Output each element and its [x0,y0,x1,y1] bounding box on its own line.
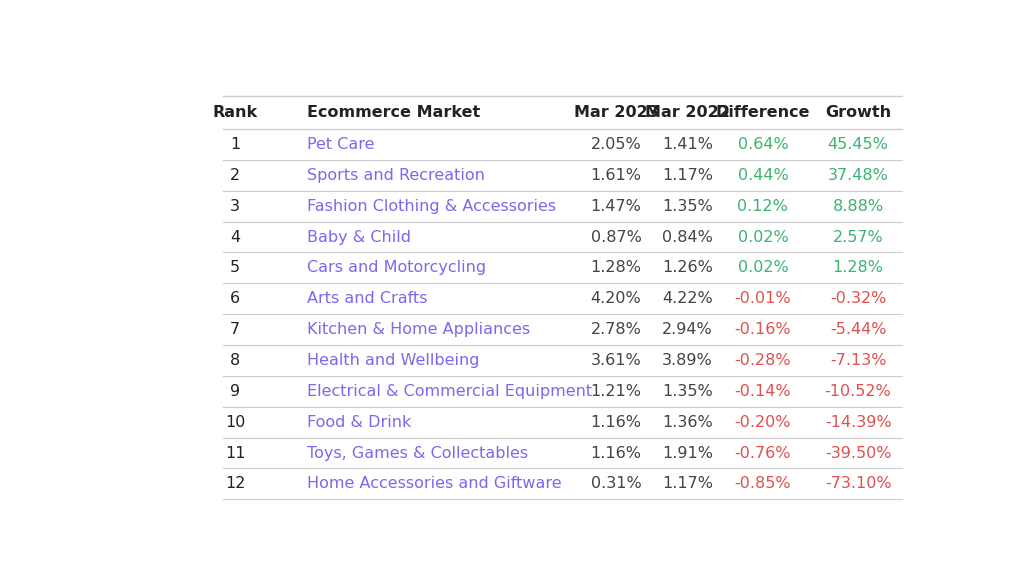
Text: Electrical & Commercial Equipment: Electrical & Commercial Equipment [306,384,592,399]
Text: 3.61%: 3.61% [591,353,641,368]
Text: 0.02%: 0.02% [737,260,788,275]
Text: 2.57%: 2.57% [833,229,884,244]
Text: -14.39%: -14.39% [824,415,892,430]
Text: 4.22%: 4.22% [663,291,713,306]
Text: -5.44%: -5.44% [829,322,887,337]
Text: 37.48%: 37.48% [827,168,889,183]
Text: Sports and Recreation: Sports and Recreation [306,168,484,183]
Text: 1.41%: 1.41% [662,137,713,152]
Text: 1.47%: 1.47% [591,199,641,214]
Text: 12: 12 [225,476,246,491]
Text: 2.94%: 2.94% [663,322,713,337]
Text: -7.13%: -7.13% [829,353,887,368]
Text: 6: 6 [230,291,241,306]
Text: -0.16%: -0.16% [734,322,792,337]
Text: Rank: Rank [213,105,258,120]
Text: -0.76%: -0.76% [734,446,792,461]
Text: Cars and Motorcycling: Cars and Motorcycling [306,260,485,275]
Text: -0.01%: -0.01% [734,291,792,306]
Text: 0.87%: 0.87% [591,229,641,244]
Text: 1.28%: 1.28% [833,260,884,275]
Text: 1.21%: 1.21% [591,384,642,399]
Text: 1: 1 [230,137,241,152]
Text: 0.12%: 0.12% [737,199,788,214]
Text: 2: 2 [230,168,241,183]
Text: 2.78%: 2.78% [591,322,641,337]
Text: 0.02%: 0.02% [737,229,788,244]
Text: -0.32%: -0.32% [829,291,887,306]
Text: 3.89%: 3.89% [663,353,713,368]
Text: Food & Drink: Food & Drink [306,415,411,430]
Text: 4: 4 [230,229,241,244]
Text: 1.35%: 1.35% [663,199,713,214]
Text: 1.17%: 1.17% [662,476,713,491]
Text: Ecommerce Market: Ecommerce Market [306,105,480,120]
Text: 1.16%: 1.16% [591,415,642,430]
Text: 9: 9 [230,384,241,399]
Text: 1.17%: 1.17% [662,168,713,183]
Text: 1.61%: 1.61% [591,168,642,183]
Text: 0.44%: 0.44% [737,168,788,183]
Text: 7: 7 [230,322,241,337]
Text: -0.28%: -0.28% [734,353,792,368]
Text: 1.28%: 1.28% [591,260,642,275]
Text: -73.10%: -73.10% [824,476,892,491]
Text: Toys, Games & Collectables: Toys, Games & Collectables [306,446,527,461]
Text: 1.36%: 1.36% [663,415,713,430]
Text: 1.26%: 1.26% [663,260,713,275]
Text: 0.84%: 0.84% [663,229,713,244]
Text: 0.31%: 0.31% [591,476,641,491]
Text: Arts and Crafts: Arts and Crafts [306,291,427,306]
Text: -0.14%: -0.14% [734,384,792,399]
Text: -0.20%: -0.20% [734,415,792,430]
Text: 8: 8 [230,353,241,368]
Text: Mar 2022: Mar 2022 [645,105,730,120]
Text: Baby & Child: Baby & Child [306,229,411,244]
Text: 1.16%: 1.16% [591,446,642,461]
Text: 0.64%: 0.64% [737,137,788,152]
Text: 1.35%: 1.35% [663,384,713,399]
Text: Difference: Difference [716,105,810,120]
Text: -0.85%: -0.85% [734,476,792,491]
Text: Pet Care: Pet Care [306,137,374,152]
Text: 4.20%: 4.20% [591,291,641,306]
Text: 5: 5 [230,260,241,275]
Text: 3: 3 [230,199,241,214]
Text: -39.50%: -39.50% [825,446,891,461]
Text: 10: 10 [225,415,246,430]
Text: Home Accessories and Giftware: Home Accessories and Giftware [306,476,561,491]
Text: -10.52%: -10.52% [824,384,892,399]
Text: 8.88%: 8.88% [833,199,884,214]
Text: 45.45%: 45.45% [827,137,889,152]
Text: 11: 11 [225,446,246,461]
Text: Growth: Growth [825,105,891,120]
Text: Kitchen & Home Appliances: Kitchen & Home Appliances [306,322,529,337]
Text: Mar 2023: Mar 2023 [573,105,658,120]
Text: Fashion Clothing & Accessories: Fashion Clothing & Accessories [306,199,556,214]
Text: Health and Wellbeing: Health and Wellbeing [306,353,479,368]
Text: 2.05%: 2.05% [591,137,641,152]
Text: 1.91%: 1.91% [662,446,713,461]
